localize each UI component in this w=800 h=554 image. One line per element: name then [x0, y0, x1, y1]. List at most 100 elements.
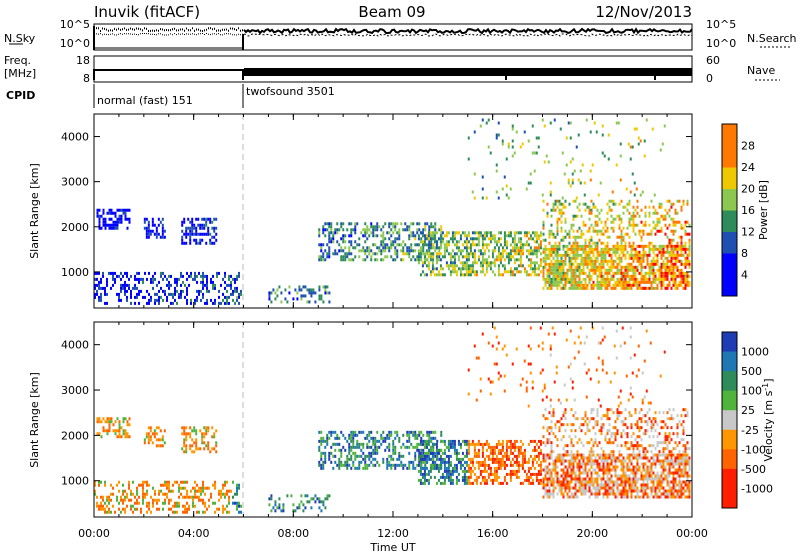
scatter-cell [556, 477, 559, 481]
scatter-cell [157, 223, 160, 227]
scatter-cell [98, 217, 101, 221]
scatter-cell [517, 463, 520, 467]
scatter-cell [172, 510, 174, 514]
scatter-cell [320, 457, 323, 461]
scatter-cell [529, 252, 532, 256]
scatter-cell [580, 232, 583, 236]
scatter-cell [110, 483, 112, 487]
scatter-cell [226, 301, 228, 305]
scatter-cell [358, 463, 361, 467]
scatter-cell [485, 442, 488, 446]
scatter-cell [497, 240, 500, 244]
scatter-cell [664, 256, 667, 260]
scatter-cell [342, 463, 345, 467]
scatter-cell [463, 255, 466, 259]
scatter-cell [414, 451, 417, 455]
scatter-cell [582, 259, 585, 263]
scatter-cell [499, 231, 502, 235]
scatter-cell [646, 459, 649, 463]
scatter-cell [276, 506, 279, 510]
scatter-cell [636, 495, 639, 499]
scatter-cell [338, 228, 341, 232]
scatter-cell [155, 229, 158, 233]
scatter-cell [640, 280, 643, 284]
scatter-cell [640, 244, 643, 248]
scatter-cell [495, 169, 498, 173]
scatter-cell [212, 286, 214, 290]
scatter-cell [602, 456, 605, 460]
scatter-cell [620, 477, 623, 481]
scatter-cell [439, 237, 442, 241]
scatter-cell [560, 265, 563, 269]
scatter-cell [606, 459, 609, 463]
scatter-cell [438, 228, 441, 232]
scatter-cell [519, 445, 522, 449]
scatter-cell [537, 478, 540, 482]
scatter-cell [465, 258, 468, 262]
scatter-cell [429, 234, 432, 238]
scatter-cell [344, 255, 347, 259]
scatter-cell [396, 433, 399, 437]
scatter-cell [564, 483, 567, 487]
scatter-cell [527, 469, 530, 473]
scatter-cell [176, 277, 178, 281]
scatter-cell [318, 506, 321, 510]
nsky-trace [96, 27, 693, 35]
scatter-cell [629, 190, 632, 194]
scatter-cell [598, 217, 601, 221]
scatter-cell [110, 492, 112, 496]
scatter-cell [159, 429, 162, 433]
scatter-cell [548, 250, 551, 254]
scatter-cell [304, 285, 307, 289]
scatter-cell [562, 202, 565, 206]
scatter-cell [487, 255, 490, 259]
scatter-cell [362, 249, 365, 253]
scatter-cell [493, 445, 496, 449]
scatter-cell [128, 208, 131, 212]
scatter-cell [206, 286, 208, 290]
scatter-cell [660, 268, 663, 272]
scatter-cell [94, 480, 96, 484]
scatter-cell [608, 468, 611, 472]
scatter-cell [439, 258, 442, 262]
scatter-cell [545, 154, 548, 158]
scatter-cell [568, 486, 571, 490]
scatter-cell [622, 247, 625, 251]
scatter-cell [521, 264, 524, 268]
scatter-cell [662, 465, 665, 469]
scatter-cell [582, 277, 585, 281]
scatter-cell [594, 283, 597, 287]
scatter-cell [584, 462, 587, 466]
scatter-cell [332, 231, 335, 235]
scatter-cell [98, 223, 101, 227]
scatter-cell [208, 486, 210, 490]
scatter-cell [168, 501, 170, 505]
scatter-cell [214, 480, 216, 484]
scatter-cell [451, 445, 454, 449]
scatter-cell [214, 286, 216, 290]
scatter-cell [672, 486, 675, 490]
scatter-cell [142, 495, 144, 499]
scatter-cell [419, 255, 422, 259]
scatter-cell [176, 480, 178, 484]
scatter-cell [473, 273, 476, 277]
scatter-cell [680, 259, 683, 263]
scatter-cell [358, 460, 361, 464]
scatter-cell [451, 231, 454, 235]
scatter-cell [586, 286, 589, 290]
scatter-cell [214, 483, 216, 487]
scatter-cell [459, 273, 462, 277]
scatter-cell [174, 480, 176, 484]
scatter-cell [548, 241, 551, 245]
scatter-cell [513, 454, 516, 458]
scatter-cell [236, 486, 238, 490]
scatter-cell [674, 229, 677, 233]
scatter-cell [190, 271, 192, 275]
scatter-cell [406, 252, 409, 256]
scatter-cell [511, 237, 514, 241]
scatter-cell [539, 439, 542, 443]
scatter-cell [668, 468, 671, 472]
scatter-cell [564, 489, 567, 493]
scatter-cell [451, 264, 454, 268]
scatter-cell [664, 492, 667, 496]
